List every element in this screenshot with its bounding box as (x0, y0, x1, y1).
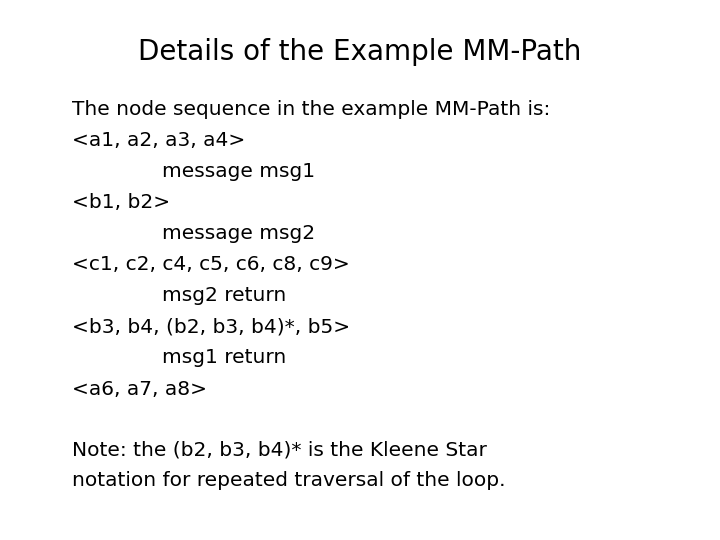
Text: <a1, a2, a3, a4>: <a1, a2, a3, a4> (72, 131, 246, 150)
Text: <c1, c2, c4, c5, c6, c8, c9>: <c1, c2, c4, c5, c6, c8, c9> (72, 255, 350, 274)
Text: <a6, a7, a8>: <a6, a7, a8> (72, 380, 207, 399)
Text: <b3, b4, (b2, b3, b4)*, b5>: <b3, b4, (b2, b3, b4)*, b5> (72, 318, 350, 336)
Text: The node sequence in the example MM-Path is:: The node sequence in the example MM-Path… (72, 100, 550, 119)
Text: message msg1: message msg1 (162, 162, 315, 181)
Text: Note: the (b2, b3, b4)* is the Kleene Star: Note: the (b2, b3, b4)* is the Kleene St… (72, 440, 487, 459)
Text: message msg2: message msg2 (162, 224, 315, 243)
Text: Details of the Example MM-Path: Details of the Example MM-Path (138, 38, 582, 66)
Text: msg2 return: msg2 return (162, 286, 287, 305)
Text: notation for repeated traversal of the loop.: notation for repeated traversal of the l… (72, 471, 505, 490)
Text: <b1, b2>: <b1, b2> (72, 193, 170, 212)
Text: msg1 return: msg1 return (162, 348, 287, 367)
